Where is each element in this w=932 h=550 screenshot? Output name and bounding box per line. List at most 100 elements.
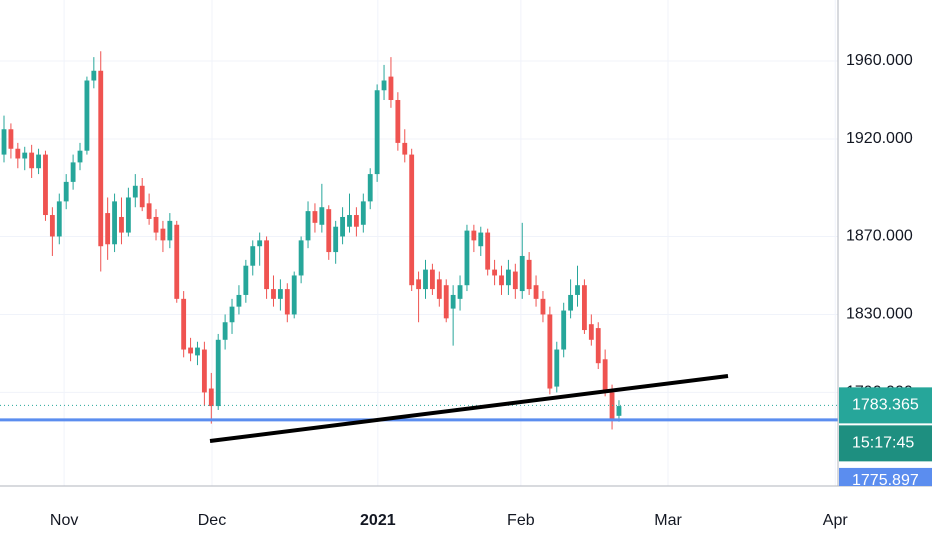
candle-body	[402, 142, 408, 155]
candle-body	[112, 201, 117, 245]
plot-area	[0, 51, 838, 430]
candle-body	[485, 232, 491, 270]
candle-body	[374, 90, 380, 175]
candle-body	[616, 406, 622, 416]
candle-body	[519, 255, 525, 292]
candle-body	[291, 275, 297, 315]
x-tick-label: Nov	[50, 512, 78, 529]
candle-body	[215, 339, 221, 407]
candle-body	[98, 70, 104, 247]
candle-body	[443, 285, 449, 319]
candle-body	[533, 285, 539, 299]
candle-body	[457, 285, 463, 299]
candle-body	[264, 240, 269, 290]
candle-body	[243, 265, 249, 295]
candle-body	[602, 359, 608, 393]
candle-body	[540, 298, 546, 315]
candle-body	[146, 203, 152, 219]
last-price-box	[839, 387, 932, 424]
candle-body	[56, 201, 62, 237]
candle-body	[91, 70, 97, 81]
candle-body	[305, 211, 311, 241]
candle-body	[333, 226, 339, 253]
candle-body	[181, 298, 187, 350]
candle-body	[105, 213, 111, 245]
time-axis: Nov Dec 2021 Feb Mar Apr	[50, 512, 848, 529]
candle-body	[464, 230, 470, 286]
candle-body	[298, 240, 304, 276]
candle-body	[222, 322, 228, 340]
candle-body	[436, 279, 442, 299]
candle-body	[595, 328, 601, 364]
candle-body	[132, 185, 138, 198]
x-tick-label: Mar	[654, 512, 682, 529]
candle-body	[429, 269, 435, 290]
candle-body	[395, 100, 401, 143]
candle-body	[340, 216, 345, 237]
candle-body	[568, 294, 574, 311]
candle-body	[575, 285, 580, 295]
candle-body	[319, 207, 325, 225]
candle-body	[208, 388, 214, 407]
candle-body	[8, 129, 14, 149]
candle-body	[409, 154, 415, 286]
candle-body	[36, 154, 41, 169]
x-tick-label: Apr	[823, 512, 849, 529]
candle-body	[188, 347, 193, 354]
last-price-label: 1783.365	[852, 397, 919, 414]
candle-body	[250, 246, 256, 266]
candle-body	[22, 152, 28, 159]
candle-body	[43, 154, 48, 216]
candle-body	[153, 216, 159, 233]
countdown-box	[839, 425, 932, 462]
candle-body	[450, 294, 456, 309]
candle-body	[588, 324, 594, 340]
candle-body	[388, 76, 394, 101]
candle-body	[77, 150, 83, 163]
candle-body	[49, 215, 55, 237]
y-tick-label: 1960.000	[846, 52, 913, 69]
candle-body	[353, 215, 359, 227]
price-axis: 1790.0001830.0001870.0001920.0001960.000…	[839, 52, 932, 486]
candle-body	[547, 314, 553, 389]
candle-body	[1, 129, 7, 155]
candle-body	[236, 294, 242, 307]
candle-body	[423, 269, 428, 290]
candle-body	[63, 181, 69, 202]
candle-body	[505, 269, 511, 286]
candle-body	[271, 289, 276, 299]
y-tick-label: 1830.000	[846, 306, 913, 323]
candle-body	[29, 152, 35, 169]
candle-body	[347, 215, 352, 227]
candle-body	[416, 279, 422, 290]
x-tick-label: Dec	[198, 512, 226, 529]
reference-price-box	[839, 467, 932, 486]
candle-body	[257, 240, 263, 247]
candle-body	[609, 392, 615, 420]
candle-body	[15, 148, 21, 159]
candle-body	[326, 209, 332, 253]
candle-body	[512, 271, 518, 290]
candle-body	[312, 211, 318, 223]
countdown-label: 15:17:45	[852, 435, 914, 452]
candle-body	[195, 347, 200, 356]
candle-body	[174, 224, 180, 299]
candle-body	[499, 275, 504, 286]
candle-body	[277, 289, 283, 299]
candle-body	[167, 220, 173, 241]
candle-body	[284, 289, 290, 315]
candle-body	[561, 310, 567, 350]
candle-body	[526, 259, 532, 290]
candle-body	[119, 216, 124, 233]
candle-body	[70, 162, 76, 182]
candle-body	[492, 269, 498, 276]
candle-body	[84, 80, 90, 151]
candle-body	[581, 285, 587, 331]
trend-line	[209, 374, 729, 443]
candle-body	[229, 306, 235, 323]
candle-body	[478, 232, 484, 247]
y-tick-label: 1870.000	[846, 228, 913, 245]
candle-body	[201, 349, 207, 393]
candle-body	[160, 228, 166, 241]
